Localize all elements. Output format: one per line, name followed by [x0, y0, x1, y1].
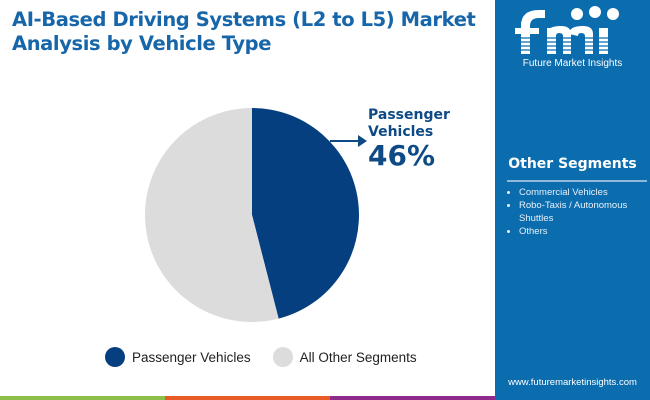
other-segment-item: Others	[519, 225, 650, 238]
other-segments-list: Commercial Vehicles Robo-Taxis / Autonom…	[505, 186, 650, 238]
stripe-orange	[165, 396, 330, 400]
legend-item-passenger: Passenger Vehicles	[105, 347, 251, 367]
chart-title: AI-Based Driving Systems (L2 to L5) Mark…	[12, 8, 492, 56]
other-segments-title: Other Segments	[508, 156, 637, 172]
callout-value: 46%	[368, 139, 436, 172]
stripe-green	[0, 396, 165, 400]
logo-f-hook	[521, 10, 545, 26]
brand-name: Future Market Insights	[522, 58, 623, 69]
brand-url[interactable]: www.futuremarketinsights.com	[508, 377, 637, 388]
callout-label-2: Vehicles	[368, 124, 434, 140]
pie-slice-all-other-segments	[144, 108, 279, 322]
legend-swatch-passenger	[105, 347, 125, 367]
title-line-1: AI-Based Driving Systems (L2 to L5) Mark…	[12, 8, 476, 31]
title-line-2: Analysis by Vehicle Type	[12, 32, 272, 55]
stripe-purple	[330, 396, 495, 400]
globe-icon-2	[589, 6, 601, 18]
pie-slice-passenger-vehicles	[252, 108, 359, 319]
brand-panel: Future Market Insights Other Segments Co…	[495, 0, 650, 400]
other-segment-item: Robo-Taxis / Autonomous Shuttles	[519, 199, 650, 225]
legend-label-other: All Other Segments	[299, 349, 417, 365]
globe-icon-3	[607, 8, 619, 20]
callout-passenger-vehicles: Passenger Vehicles 46%	[368, 107, 450, 171]
other-segments-divider	[507, 180, 647, 182]
fmi-logo	[513, 6, 619, 54]
globe-icon-1	[571, 8, 583, 20]
legend-swatch-other	[272, 347, 293, 367]
pie-chart	[144, 108, 367, 322]
callout-arrow-head	[358, 135, 367, 147]
other-segment-item: Commercial Vehicles	[519, 186, 650, 199]
callout-label-1: Passenger	[368, 107, 450, 123]
legend-item-other: All Other Segments	[272, 347, 417, 367]
legend: Passenger Vehicles All Other Segments	[105, 347, 439, 367]
legend-label-passenger: Passenger Vehicles	[132, 349, 251, 365]
